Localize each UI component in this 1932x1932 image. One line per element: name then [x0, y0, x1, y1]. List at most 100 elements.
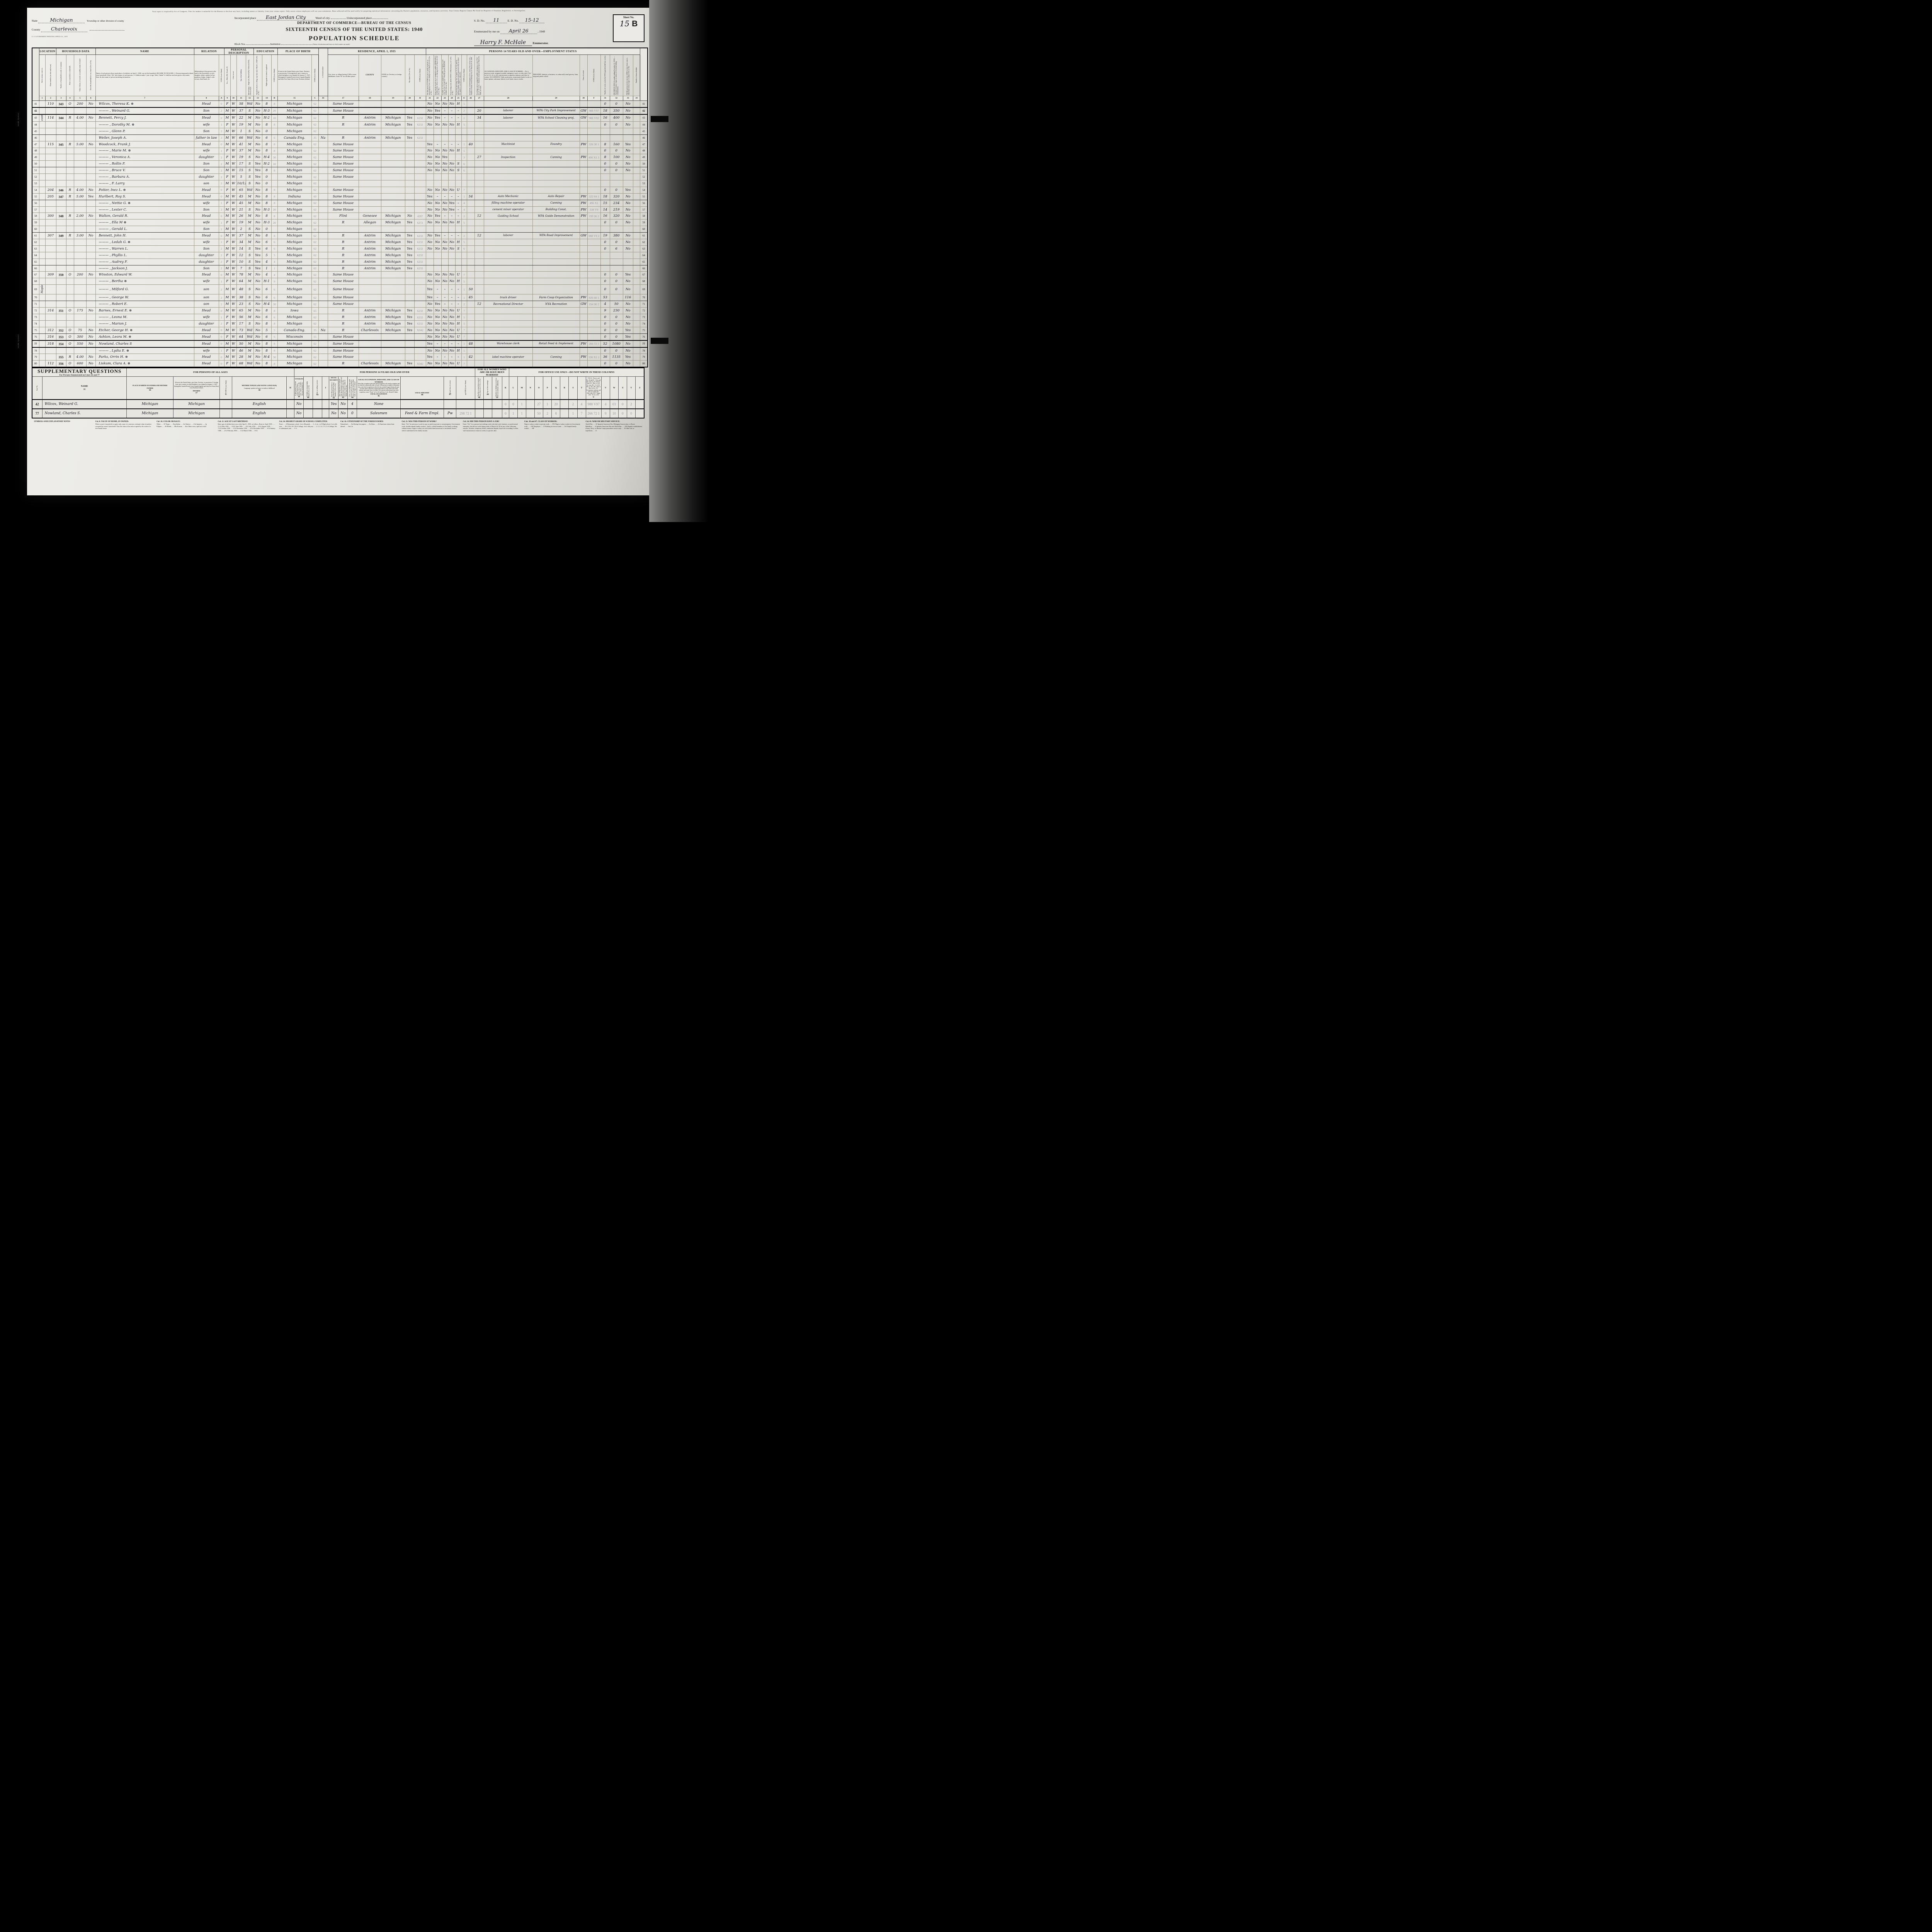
name-cell[interactable]: ——— , Marie M. ⊗ [95, 147, 194, 155]
wages-cell[interactable]: 234 [609, 199, 623, 207]
residence-farm-cell[interactable]: Yes [405, 320, 415, 327]
seeking-work-cell[interactable]: – [441, 284, 449, 295]
race-cell[interactable]: W [230, 219, 237, 226]
occupation-cell[interactable] [483, 360, 533, 367]
status-letter-cell[interactable]: – [455, 294, 462, 301]
at-work-cell[interactable]: No [425, 239, 434, 246]
home-value-cell[interactable]: 4.00 [73, 354, 87, 361]
street-cell[interactable] [39, 327, 46, 334]
other-income-cell[interactable]: Yes [622, 354, 633, 361]
residence-farm-cell[interactable] [405, 206, 415, 213]
residence-county-cell[interactable] [358, 301, 381, 308]
occupation-cell[interactable]: Recreational Director [483, 301, 533, 308]
marital-status-cell[interactable]: S [245, 167, 254, 174]
relation-code-cell[interactable]: 0 [218, 307, 224, 315]
relation-cell[interactable]: son [194, 284, 219, 295]
marital-status-cell[interactable]: M [245, 314, 254, 321]
usual-occupation-cell[interactable]: None [357, 399, 401, 410]
emergency-work-cell[interactable]: – [433, 141, 442, 148]
relation-cell[interactable]: daughter [194, 252, 219, 259]
residence-city-cell[interactable]: R [327, 265, 359, 272]
have-job-cell[interactable]: No [448, 245, 456, 252]
sex-cell[interactable]: M [224, 294, 231, 301]
emergency-work-cell[interactable]: – [433, 193, 442, 200]
status-code-cell[interactable]: 2 [461, 107, 467, 115]
race-cell[interactable]: W [230, 354, 237, 361]
home-value-cell[interactable] [73, 258, 87, 265]
farm-cell[interactable]: Yes [86, 193, 96, 200]
farm-schedule-cell[interactable] [633, 314, 640, 321]
occupation-cell[interactable]: label machine operator [483, 354, 533, 361]
at-work-cell[interactable]: No [425, 307, 434, 315]
relation-cell[interactable]: Head [194, 232, 219, 240]
street-cell[interactable] [39, 206, 46, 213]
have-job-cell[interactable] [448, 128, 456, 135]
worker-class-cell[interactable]: PW [579, 294, 588, 301]
residence-county-cell[interactable]: Antrim [358, 252, 381, 259]
citizenship-cell[interactable] [318, 252, 328, 259]
residence-farm-cell[interactable]: Yes [405, 314, 415, 321]
birthplace-cell[interactable]: Michigan [277, 167, 312, 174]
seeking-work-cell[interactable]: – [441, 141, 449, 148]
tenure-cell[interactable] [66, 173, 74, 180]
emergency-work-cell[interactable]: No [433, 278, 442, 285]
birthplace-code-cell[interactable]: 62 [311, 114, 319, 122]
weeks-worked-cell[interactable]: 0 [600, 271, 610, 279]
industry-cell[interactable]: WPA School Cleaning proj. [532, 114, 580, 122]
age-cell[interactable]: 19 [236, 154, 246, 161]
street-cell[interactable] [39, 278, 46, 285]
grade-code-cell[interactable] [271, 226, 278, 233]
race-cell[interactable]: W [230, 360, 237, 367]
wages-cell[interactable]: 0 [609, 100, 623, 108]
seeking-work-cell[interactable] [441, 252, 449, 259]
age-cell[interactable]: 15 [236, 167, 246, 174]
farm-cell[interactable] [86, 265, 96, 272]
other-income-cell[interactable]: No [622, 340, 633, 348]
wages-cell[interactable]: 0 [609, 121, 623, 128]
street-cell[interactable] [39, 232, 46, 240]
relation-cell[interactable]: wife [194, 347, 219, 354]
tenure-cell[interactable] [66, 239, 74, 246]
status-letter-cell[interactable] [455, 258, 462, 265]
birthplace-code-cell[interactable]: 62 [311, 301, 319, 308]
visitation-number-cell[interactable] [56, 258, 66, 265]
grade-code-cell[interactable]: 8 [271, 100, 278, 108]
deduction-rate-cell[interactable]: 0 [347, 408, 357, 419]
seeking-work-cell[interactable]: – [441, 232, 449, 240]
status-code-cell[interactable]: 2 [461, 301, 467, 308]
house-number-cell[interactable] [45, 134, 56, 141]
citizenship-cell[interactable] [318, 333, 328, 341]
attended-school-cell[interactable]: No [253, 271, 262, 279]
have-job-cell[interactable] [448, 258, 456, 265]
at-work-cell[interactable] [425, 173, 434, 180]
birthplace-code-cell[interactable]: 62 [311, 320, 319, 327]
street-cell[interactable] [39, 354, 46, 361]
age-cell[interactable]: 28 [236, 354, 246, 361]
status-code-cell[interactable]: 6 [461, 167, 467, 174]
attended-school-cell[interactable]: No [253, 128, 262, 135]
have-job-cell[interactable]: – [448, 301, 456, 308]
race-cell[interactable]: W [230, 160, 237, 168]
farm-schedule-cell[interactable] [633, 347, 640, 354]
farm-schedule-cell[interactable] [633, 100, 640, 108]
sex-cell[interactable]: M [224, 340, 231, 348]
citizenship-cell[interactable] [318, 141, 328, 148]
citizenship-cell[interactable] [318, 219, 328, 226]
birthplace-cell[interactable]: Michigan [277, 141, 312, 148]
emergency-work-cell[interactable]: No [433, 307, 442, 315]
hours-worked-cell[interactable] [466, 258, 475, 265]
relation-cell[interactable]: Head [194, 213, 219, 220]
relation-code-cell[interactable]: 1 [218, 314, 224, 321]
codeI-cell[interactable] [322, 399, 330, 410]
citizenship-cell[interactable] [318, 239, 328, 246]
highest-grade-cell[interactable]: 0 [262, 180, 272, 187]
at-work-cell[interactable]: No [425, 314, 434, 321]
status-code-cell[interactable]: 1 [461, 141, 467, 148]
attended-school-cell[interactable]: No [253, 294, 262, 301]
emergency-work-cell[interactable] [433, 134, 442, 141]
highest-grade-cell[interactable]: 6 [262, 245, 272, 252]
relation-code-cell[interactable]: 2 [218, 245, 224, 252]
veteran-cell[interactable]: No [294, 399, 304, 410]
residence-city-cell[interactable]: R [327, 114, 359, 122]
weeks-worked-cell[interactable] [600, 173, 610, 180]
